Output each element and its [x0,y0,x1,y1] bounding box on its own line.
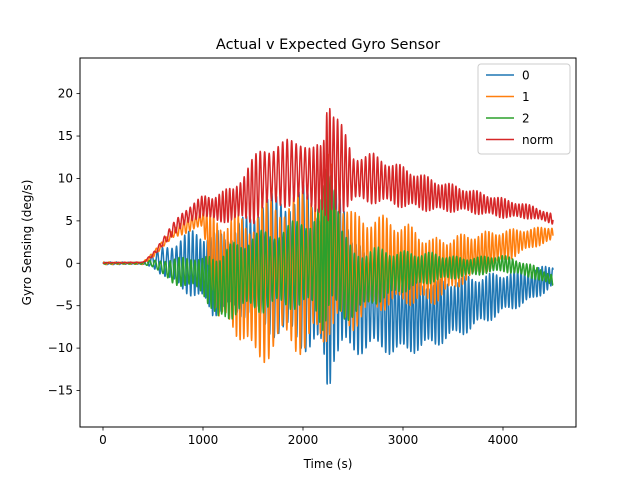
x-tick-label: 0 [99,433,107,447]
x-tick-label: 1000 [188,433,219,447]
legend-label-norm: norm [522,133,553,147]
y-tick-label: 20 [58,87,73,101]
y-tick-label: −5 [55,299,73,313]
legend-box [477,63,571,155]
x-tick-label: 2000 [288,433,319,447]
y-tick-label: −10 [48,341,73,355]
y-axis-label: Gyro Sensing (deg/s) [20,180,34,306]
legend-label-1: 1 [522,90,530,104]
y-tick-label: 10 [58,171,73,185]
x-axis-label: Time (s) [303,457,353,471]
plot-frame [79,57,577,428]
y-tick-label: 5 [65,214,73,228]
x-tick-label: 3000 [388,433,419,447]
legend-label-2: 2 [522,112,530,126]
x-axis: 0 1000 2000 3000 4000 [99,427,518,447]
series-line-norm [102,107,554,264]
series-layer [102,107,554,385]
y-tick-label: 15 [58,129,73,143]
series-line-2 [102,168,554,332]
y-tick-label: −15 [48,384,73,398]
y-axis: −15 −10 −5 0 5 10 15 20 [48,87,80,398]
legend: 0 1 2 norm [477,63,571,155]
x-tick-label: 4000 [488,433,519,447]
y-tick-label: 0 [65,256,73,270]
chart-title: Actual v Expected Gyro Sensor [216,37,440,53]
legend-label-0: 0 [522,69,530,83]
